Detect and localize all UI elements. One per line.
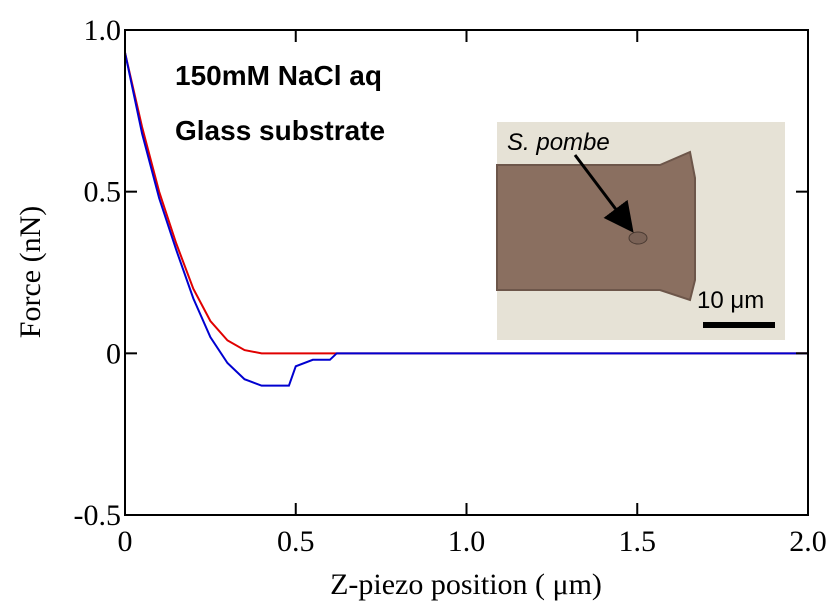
annotation: S. pombe	[507, 129, 610, 156]
y-tick-label: -0.5	[74, 499, 122, 532]
annotation: 150mM NaCl aq	[175, 60, 382, 91]
x-tick-label: 0	[118, 525, 133, 558]
annotation: 10 μm	[697, 287, 764, 314]
x-tick-label: 1.0	[448, 525, 486, 558]
data-line	[124, 52, 808, 387]
annotation: Glass substrate	[175, 115, 385, 146]
y-axis-label: Force (nN)	[14, 206, 47, 338]
x-tick-label: 2.0	[789, 525, 827, 558]
x-axis-label: Z-piezo position ( μm)	[330, 568, 602, 601]
y-tick-label: 0.5	[84, 176, 122, 209]
x-tick-label: 0.5	[277, 525, 315, 558]
y-tick-label: 1.0	[84, 14, 122, 47]
y-tick-label: 0	[106, 337, 121, 370]
inset-image	[496, 122, 785, 340]
x-tick-label: 1.5	[619, 525, 657, 558]
